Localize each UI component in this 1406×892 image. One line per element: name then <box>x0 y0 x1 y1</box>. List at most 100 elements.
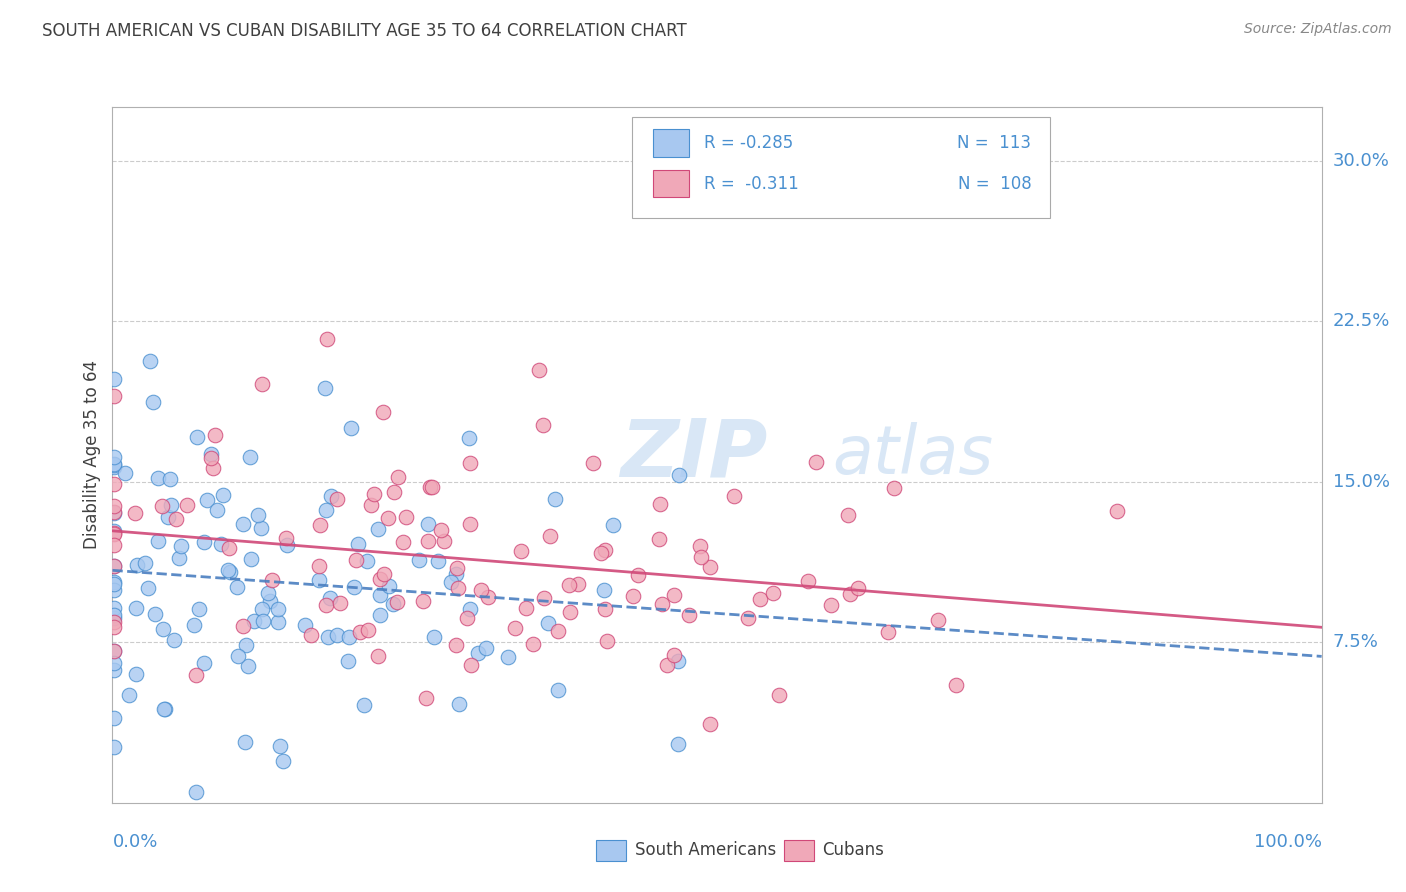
Point <box>159 498 181 512</box>
Point <box>537 615 560 630</box>
Point <box>103 389 125 403</box>
FancyBboxPatch shape <box>652 129 689 157</box>
Point <box>163 632 186 647</box>
Point <box>152 701 174 715</box>
Point <box>103 372 125 386</box>
Point <box>657 658 679 673</box>
Point <box>458 456 481 470</box>
Point <box>125 558 148 573</box>
Point <box>668 468 690 483</box>
Point <box>146 533 169 548</box>
Point <box>666 737 689 751</box>
Point <box>103 644 125 658</box>
Point <box>150 500 173 514</box>
Point <box>349 624 371 639</box>
Point <box>339 630 361 644</box>
Point <box>678 607 700 622</box>
Text: atlas: atlas <box>832 422 993 488</box>
Point <box>547 682 569 697</box>
Point <box>360 499 382 513</box>
Point <box>602 517 624 532</box>
Point <box>103 559 125 574</box>
Point <box>124 600 146 615</box>
Point <box>262 573 284 587</box>
Point <box>103 505 125 519</box>
Point <box>326 491 349 506</box>
Point <box>165 512 187 526</box>
Point <box>430 524 453 538</box>
Point <box>385 594 408 608</box>
Point <box>153 701 176 715</box>
Point <box>250 521 273 535</box>
Point <box>373 566 395 581</box>
Point <box>186 785 208 799</box>
Point <box>458 602 481 616</box>
Point <box>367 522 389 536</box>
Point <box>209 537 232 551</box>
Point <box>319 490 342 504</box>
Point <box>804 455 827 469</box>
Point <box>232 517 254 532</box>
Point <box>211 488 233 502</box>
Point <box>591 545 613 559</box>
Point <box>103 558 125 573</box>
Point <box>395 509 418 524</box>
Point <box>294 617 316 632</box>
Point <box>582 456 605 470</box>
Point <box>416 517 439 532</box>
Point <box>103 538 125 552</box>
Point <box>648 497 671 511</box>
Point <box>408 553 430 567</box>
Point <box>159 473 181 487</box>
FancyBboxPatch shape <box>633 118 1049 219</box>
Point <box>218 565 240 579</box>
Text: ZIP: ZIP <box>620 416 768 494</box>
Point <box>446 561 468 575</box>
Point <box>239 450 262 465</box>
Point <box>125 667 148 681</box>
Point <box>103 574 125 589</box>
Point <box>134 557 156 571</box>
Point <box>103 601 125 615</box>
Point <box>427 554 450 568</box>
Point <box>837 508 859 522</box>
Point <box>308 558 330 573</box>
Point <box>103 524 125 538</box>
Point <box>200 447 222 461</box>
Text: 100.0%: 100.0% <box>1254 833 1322 851</box>
Point <box>456 610 478 624</box>
Point <box>363 487 385 501</box>
Point <box>176 498 198 512</box>
Point <box>651 597 673 611</box>
Point <box>226 580 249 594</box>
Point <box>315 502 337 516</box>
Point <box>218 541 240 555</box>
Text: South Americans: South Americans <box>636 841 776 859</box>
Point <box>157 510 180 524</box>
Point <box>252 614 274 628</box>
Point <box>103 450 125 464</box>
Point <box>309 517 332 532</box>
Point <box>838 587 860 601</box>
Text: R = -0.285: R = -0.285 <box>704 134 793 153</box>
Point <box>142 395 165 409</box>
Point <box>529 362 551 376</box>
Point <box>103 620 125 634</box>
Point <box>193 534 215 549</box>
Point <box>367 648 389 663</box>
Point <box>103 711 125 725</box>
Point <box>368 607 391 622</box>
Point <box>136 581 159 595</box>
Point <box>510 544 533 558</box>
Point <box>768 688 790 702</box>
Point <box>169 551 191 566</box>
Point <box>458 432 481 446</box>
Point <box>169 540 191 554</box>
Point <box>103 607 125 622</box>
Point <box>498 650 520 665</box>
Point <box>945 678 967 692</box>
Point <box>242 614 264 628</box>
Point <box>205 503 228 517</box>
Point <box>433 534 456 549</box>
Point <box>627 568 650 582</box>
